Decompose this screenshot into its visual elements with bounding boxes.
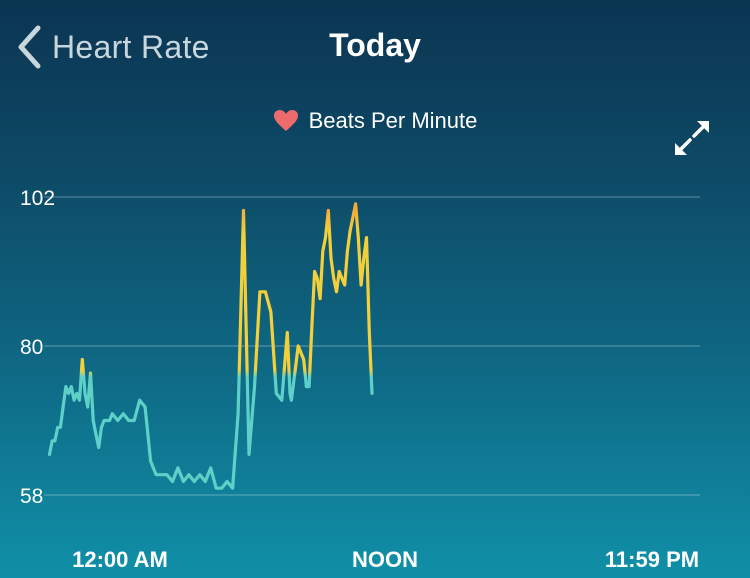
- heart-rate-line: [47, 202, 374, 490]
- y-tick-label: 58: [20, 485, 43, 508]
- y-tick-label: 102: [20, 187, 55, 210]
- x-tick-label: NOON: [352, 547, 418, 572]
- y-axis: 102 80 58: [20, 187, 55, 508]
- page-title: Today: [0, 27, 750, 64]
- legend-label: Beats Per Minute: [308, 108, 478, 133]
- y-tick-label: 80: [20, 336, 43, 359]
- expand-button[interactable]: [672, 118, 712, 158]
- x-tick-label: 12:00 AM: [72, 547, 168, 572]
- series-layer: [47, 202, 374, 490]
- heart-icon: [273, 110, 298, 131]
- chevron-left-icon: [18, 25, 41, 69]
- x-tick-label: 11:59 PM: [605, 547, 699, 572]
- back-button[interactable]: Heart Rate: [14, 22, 210, 72]
- chart-legend: Beats Per Minute: [0, 108, 750, 134]
- expand-icon: [675, 121, 709, 155]
- header: Heart Rate Today: [0, 0, 750, 95]
- x-axis: 12:00 AM NOON 11:59 PM: [72, 547, 699, 572]
- page-title-text: Today: [329, 27, 421, 63]
- back-label: Heart Rate: [52, 28, 210, 65]
- grid-layer: [44, 196, 700, 496]
